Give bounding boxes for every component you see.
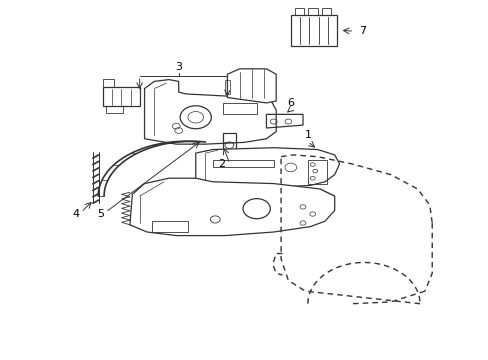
Polygon shape (227, 69, 276, 103)
Text: 3: 3 (175, 62, 182, 72)
Text: 1: 1 (304, 130, 311, 140)
Text: 5: 5 (97, 209, 104, 219)
Polygon shape (144, 80, 276, 144)
Text: 6: 6 (287, 98, 294, 108)
Polygon shape (130, 178, 334, 235)
Text: 4: 4 (73, 209, 80, 219)
Text: 7: 7 (358, 26, 366, 36)
Polygon shape (195, 148, 339, 187)
Text: 2: 2 (218, 159, 224, 169)
